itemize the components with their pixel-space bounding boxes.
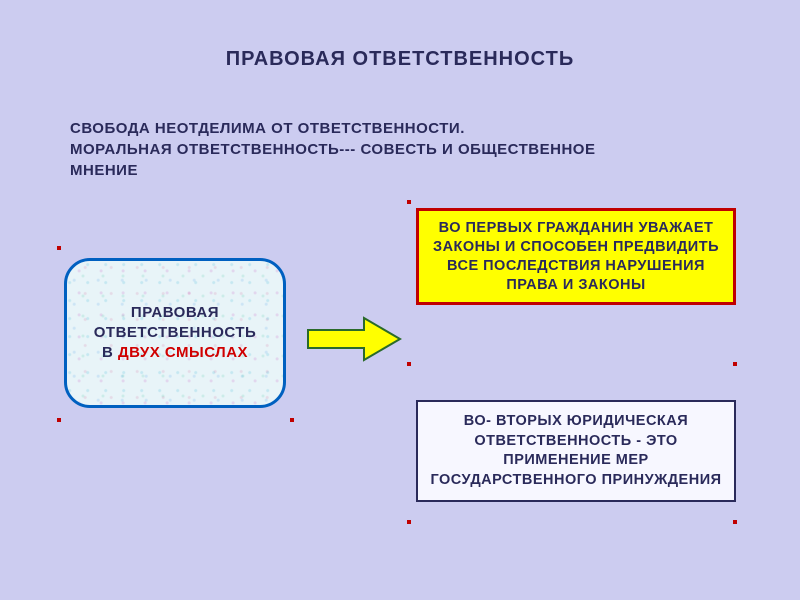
left-line2-red: ДВУХ СМЫСЛАХ <box>118 344 248 361</box>
selection-handle-dot <box>57 246 61 250</box>
selection-handle-dot <box>733 520 737 524</box>
selection-handle-dot <box>290 418 294 422</box>
right-box-2: ВО- ВТОРЫХ ЮРИДИЧЕСКАЯ ОТВЕТСТВЕННОСТЬ -… <box>416 400 736 502</box>
subtitle-line2: МОРАЛЬНАЯ ОТВЕТСТВЕННОСТЬ--- СОВЕСТЬ И О… <box>70 141 595 179</box>
subtitle-line1: СВОБОДА НЕОТДЕЛИМА ОТ ОТВЕТСТВЕННОСТИ. <box>70 120 465 137</box>
subtitle-block: СВОБОДА НЕОТДЕЛИМА ОТ ОТВЕТСТВЕННОСТИ. М… <box>70 118 630 181</box>
selection-handle-dot <box>733 362 737 366</box>
left-line2-prefix: В <box>102 344 118 361</box>
left-line1: ПРАВОВАЯ ОТВЕТСТВЕННОСТЬ <box>94 304 257 341</box>
left-box-text: ПРАВОВАЯ ОТВЕТСТВЕННОСТЬ В ДВУХ СМЫСЛАХ <box>79 303 271 364</box>
arrow-icon <box>306 316 402 362</box>
selection-handle-dot <box>407 200 411 204</box>
page-title: ПРАВОВАЯ ОТВЕТСТВЕННОСТЬ <box>0 48 800 71</box>
right-box-1: ВО ПЕРВЫХ ГРАЖДАНИН УВАЖАЕТ ЗАКОНЫ И СПО… <box>416 208 736 305</box>
left-concept-box: ПРАВОВАЯ ОТВЕТСТВЕННОСТЬ В ДВУХ СМЫСЛАХ <box>64 258 286 408</box>
selection-handle-dot <box>407 520 411 524</box>
selection-handle-dot <box>407 362 411 366</box>
selection-handle-dot <box>57 418 61 422</box>
